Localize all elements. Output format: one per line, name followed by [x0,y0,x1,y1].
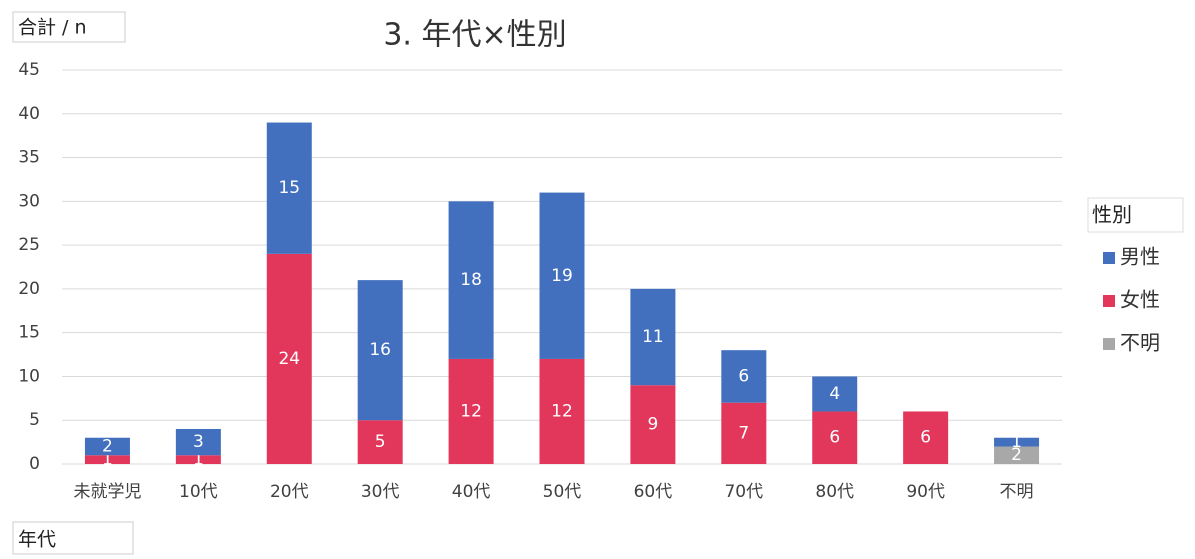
x-tick-label: 90代 [906,482,945,502]
x-tick-label: 40代 [452,482,491,502]
legend-label: 不明 [1120,331,1160,355]
data-label: 11 [642,327,664,347]
data-label: 6 [920,428,931,448]
y-axis-label-box [12,11,126,43]
legend-swatch [1103,338,1115,350]
data-label: 12 [460,401,482,421]
chart-title: 3. 年代×性別 [383,18,566,53]
bar-segment [630,385,676,464]
y-tick-label: 20 [18,279,40,299]
bar-segment [721,402,767,464]
legend-label: 男性 [1120,245,1160,269]
bar-segment [539,192,585,359]
y-tick-label: 5 [29,410,40,430]
y-tick-label: 40 [18,104,40,124]
x-axis-label-box [12,521,134,555]
data-label: 19 [551,266,573,286]
bar-segment [357,280,403,421]
bar-segment [994,437,1040,447]
bar-segment [448,358,494,464]
legend-label: 女性 [1120,288,1160,312]
bar-segment [175,428,221,456]
data-label: 16 [369,340,391,360]
bar-segment [266,122,312,254]
legend-title-box [1087,197,1184,233]
bar-segment [84,455,130,464]
data-label: 1 [193,450,204,470]
data-label: 6 [829,428,840,448]
x-tick-label: 30代 [361,482,400,502]
x-tick-label: 50代 [543,482,582,502]
x-tick-label: 20代 [270,482,309,502]
bar-segment [84,437,130,456]
data-label: 12 [551,401,573,421]
data-label: 7 [738,423,749,443]
data-label: 1 [102,450,113,470]
x-tick-label: 70代 [724,482,763,502]
x-tick-label: 60代 [634,482,673,502]
data-label: 5 [375,432,386,452]
bar-segment [448,201,494,359]
bar-segment [812,411,858,464]
x-tick-label: 80代 [815,482,854,502]
data-label: 3 [193,432,204,452]
x-tick-label: 不明 [1000,482,1034,502]
legend-swatch [1103,252,1115,264]
bar-segment [721,350,767,403]
bar-segment [812,376,858,412]
legend-swatch [1103,295,1115,307]
y-tick-label: 30 [18,191,40,211]
bar-segment [994,446,1040,464]
data-label: 24 [278,349,300,369]
data-label: 18 [460,270,482,290]
bar-segment [630,288,676,386]
y-tick-label: 45 [18,60,40,80]
y-tick-label: 15 [18,323,40,343]
y-tick-label: 0 [29,454,40,474]
x-axis-label: 年代 [18,529,56,551]
y-tick-label: 35 [18,148,40,168]
data-label: 6 [738,366,749,386]
data-label: 4 [829,384,840,404]
y-tick-label: 10 [18,366,40,386]
y-tick-label: 25 [18,235,40,255]
data-label: 2 [1011,445,1022,465]
data-label: 1 [1011,432,1022,452]
data-label: 9 [647,415,658,435]
data-label: 2 [102,436,113,456]
bar-segment [175,455,221,464]
legend-title: 性別 [1092,203,1132,227]
x-tick-label: 10代 [179,482,218,502]
bar-segment [266,253,312,464]
y-axis-label: 合計 / n [18,17,87,39]
data-label: 15 [278,178,300,198]
x-tick-label: 未就学児 [73,482,141,502]
bar-segment [903,411,949,464]
bar-segment [357,420,403,464]
bar-segment [539,358,585,464]
